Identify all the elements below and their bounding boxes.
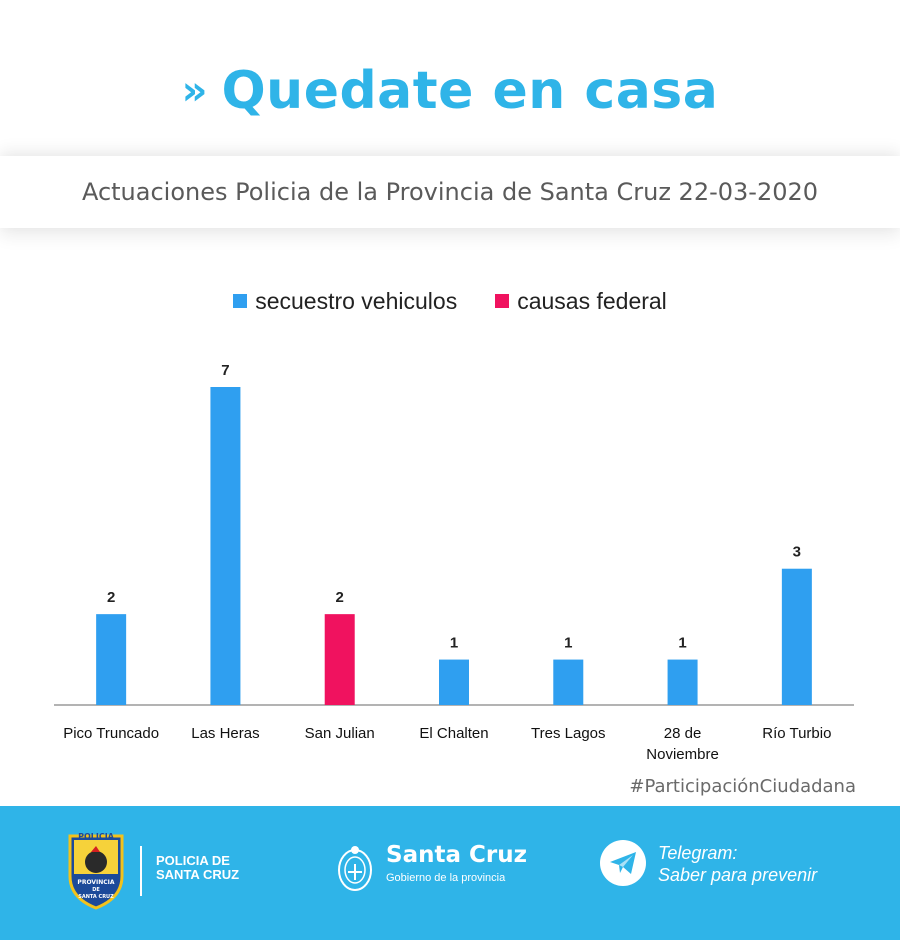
page-title: Quedate en casa [221,61,719,121]
category-label: 28 de [664,725,702,742]
bar-secuestro-vehiculos-6 [781,568,812,705]
police-line: SANTA CRUZ [156,867,240,882]
hashtag: #ParticipaciónCiudadana [629,776,856,797]
police-shield-icon: POLICIA PROVINCIA DE SANTA CRUZ [68,832,124,910]
footer-bar: POLICIA PROVINCIA DE SANTA CRUZ POLICIA … [0,806,900,940]
legend-label: secuestro vehiculos [255,287,458,314]
data-label: 1 [678,635,686,652]
badge-text: SANTA CRUZ [78,894,114,900]
chart-legend: secuestro vehiculos causas federal [0,286,900,316]
bar-causas-federal-2 [324,614,355,705]
category-label: El Chalten [419,725,488,742]
chart-subtitle: Actuaciones Policia de la Provincia de S… [81,178,819,206]
bar-secuestro-vehiculos-5 [667,659,698,705]
police-line: POLICIA DE [156,853,230,868]
telegram-tagline: Saber para prevenir [658,865,818,885]
government-name: Santa Cruz [386,842,527,868]
legend-item-secuestro: secuestro vehiculos [233,288,457,315]
legend-swatch-pink [495,294,510,308]
bar-secuestro-vehiculos-0 [96,614,127,705]
data-label: 3 [793,544,801,561]
bar-secuestro-vehiculos-3 [439,659,469,705]
bar-secuestro-vehiculos-1 [210,387,241,705]
legend-item-causas: causas federal [495,288,667,315]
province-seal-icon [338,846,372,891]
legend-label: causas federal [517,287,667,314]
badge-text: PROVINCIA [77,879,114,886]
category-label: Pico Truncado [63,725,159,742]
subtitle-band: Actuaciones Policia de la Provincia de S… [0,156,900,228]
police-name: POLICIA DE SANTA CRUZ [156,854,239,882]
category-label: Tres Lagos [531,725,605,742]
telegram-text[interactable]: Telegram: Saber para prevenir [658,842,817,886]
bar-secuestro-vehiculos-4 [553,659,584,705]
government-subtitle: Gobierno de la provincia [386,872,506,884]
data-label: 7 [221,362,229,379]
headline: » Quedate en casa [0,56,900,126]
chevron-right-icon: » [181,68,208,114]
data-label: 2 [336,589,344,606]
telegram-title: Telegram: [658,843,738,863]
data-label: 1 [450,635,458,652]
footer-divider [140,846,142,896]
badge-top-text: POLICIA [78,832,115,841]
bar-chart: 2 Pico Truncado 7 Las Heras 2 San Julian 1 El C… [54,362,854,763]
category-label: Las Heras [191,725,259,742]
category-label: San Julian [305,725,375,742]
telegram-button[interactable] [600,840,646,886]
telegram-icon [610,852,636,874]
badge-text: DE [92,887,100,893]
data-label: 2 [107,589,115,606]
data-label: 1 [564,635,572,652]
legend-swatch-blue [233,294,248,308]
category-label: Río Turbio [762,725,831,742]
category-label: Noviembre [646,746,719,763]
